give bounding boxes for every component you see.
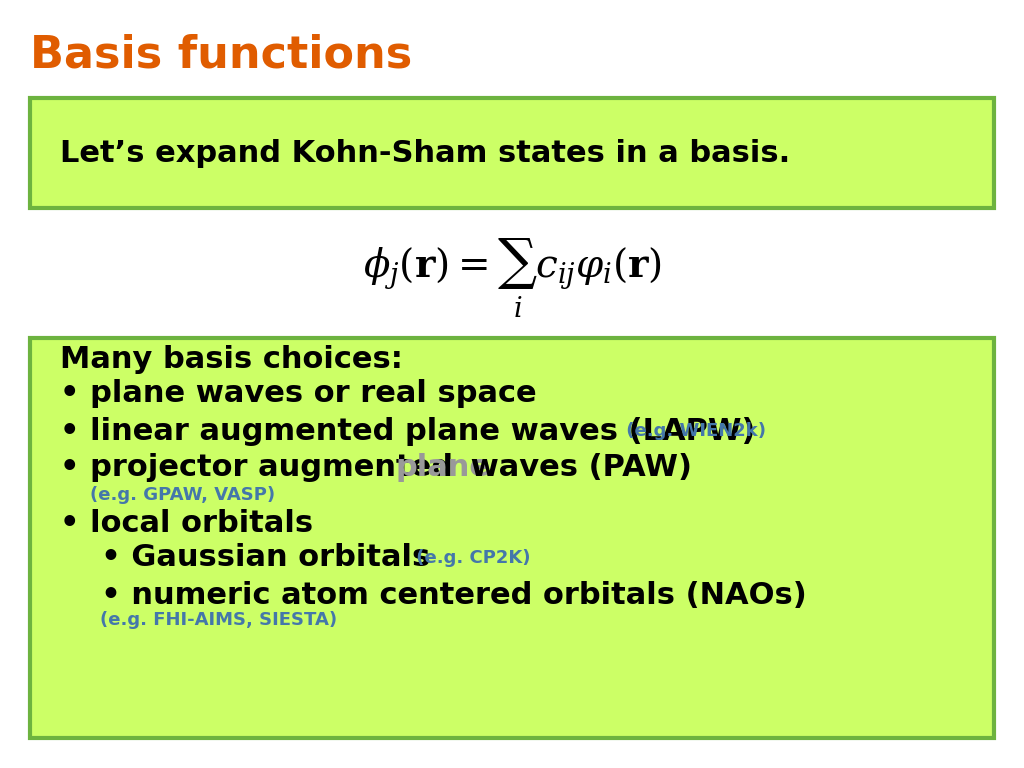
Text: waves (PAW): waves (PAW) [460, 453, 692, 482]
Text: • linear augmented plane waves (LAPW): • linear augmented plane waves (LAPW) [60, 416, 756, 445]
Text: • Gaussian orbitals: • Gaussian orbitals [80, 544, 430, 572]
Text: Many basis choices:: Many basis choices: [60, 346, 402, 375]
Text: • projector augmented: • projector augmented [60, 453, 464, 482]
Text: Let’s expand Kohn-Sham states in a basis.: Let’s expand Kohn-Sham states in a basis… [60, 138, 791, 167]
Text: $\phi_j(\mathbf{r}) = \sum_i c_{ij}\varphi_i(\mathbf{r})$: $\phi_j(\mathbf{r}) = \sum_i c_{ij}\varp… [362, 237, 662, 319]
Text: (e.g. FHI-AIMS, SIESTA): (e.g. FHI-AIMS, SIESTA) [100, 611, 337, 629]
Text: • numeric atom centered orbitals (NAOs): • numeric atom centered orbitals (NAOs) [80, 581, 807, 610]
Text: (e.g. GPAW, VASP): (e.g. GPAW, VASP) [90, 486, 275, 504]
Text: • local orbitals: • local orbitals [60, 508, 313, 538]
Text: Basis functions: Basis functions [30, 33, 413, 76]
Text: • plane waves or real space: • plane waves or real space [60, 379, 537, 409]
Text: (e.g. CP2K): (e.g. CP2K) [410, 549, 530, 567]
Text: plane: plane [395, 453, 490, 482]
Text: (e.g. WIEN2k): (e.g. WIEN2k) [620, 422, 766, 440]
FancyBboxPatch shape [30, 338, 994, 738]
FancyBboxPatch shape [30, 98, 994, 208]
